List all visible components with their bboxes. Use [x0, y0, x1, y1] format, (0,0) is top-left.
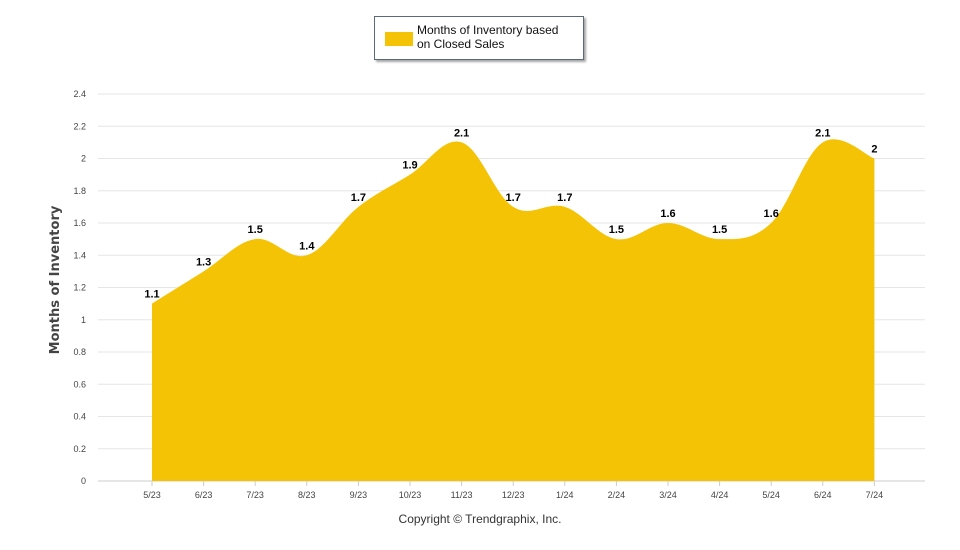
x-tick-label: 4/24	[711, 490, 729, 500]
y-tick-label: 2.4	[73, 89, 86, 99]
y-tick-label: 2	[81, 154, 86, 164]
data-label: 1.5	[248, 224, 263, 236]
data-label: 1.1	[144, 289, 159, 301]
x-tick-label: 10/23	[399, 490, 422, 500]
x-tick-label: 11/23	[451, 490, 473, 500]
y-tick-label: 1.8	[73, 186, 86, 196]
data-label: 1.7	[506, 192, 521, 204]
copyright-footer: Copyright © Trendgraphix, Inc.	[398, 512, 562, 526]
x-tick-label: 12/23	[502, 490, 525, 500]
x-tick-label: 3/24	[659, 490, 677, 500]
x-tick-label: 7/24	[866, 490, 884, 500]
y-tick-label: 0.6	[73, 379, 86, 389]
y-axis: 0 0.2 0.4 0.6 0.8 1 1.2 1.4 1.6 1.8 2 2.2 2.4	[73, 89, 86, 486]
data-label: 1.7	[351, 192, 366, 204]
x-tick-label: 2/24	[608, 490, 626, 500]
legend-label-line-2: on Closed Sales	[417, 37, 505, 51]
data-label: 1.4	[299, 240, 315, 252]
data-label: 2.1	[454, 127, 469, 139]
data-label: 1.5	[609, 224, 624, 236]
data-label: 1.7	[557, 192, 572, 204]
y-tick-label: 0.2	[73, 444, 86, 454]
data-label: 1.6	[660, 208, 675, 220]
y-tick-label: 1.2	[73, 283, 86, 293]
data-label: 1.5	[712, 224, 727, 236]
x-tick-label: 6/23	[195, 490, 213, 500]
data-label: 2.1	[815, 127, 830, 139]
x-axis: 5/23 6/23 7/23 8/23 9/23 10/23 11/23 12/23 1/24 2…	[143, 481, 883, 500]
y-tick-label: 2.2	[73, 121, 86, 131]
data-labels: 1.1 1.3 1.5 1.4 1.7 1.9 2.1 1.7 1.7 1.5 1.6 1.5 1.6 2…	[144, 127, 877, 304]
x-tick-label: 9/23	[350, 490, 368, 500]
data-label: 2	[871, 144, 877, 156]
x-tick-label: 1/24	[556, 490, 574, 500]
x-tick-label: 8/23	[298, 490, 316, 500]
y-tick-label: 1.6	[73, 218, 86, 228]
x-tick-label: 6/24	[814, 490, 832, 500]
area-series	[152, 139, 875, 481]
x-tick-label: 7/23	[246, 490, 264, 500]
y-axis-title: Months of Inventory	[48, 205, 63, 354]
legend-label: Months of Inventory based on Closed Sale…	[417, 23, 582, 51]
data-label: 1.6	[764, 208, 779, 220]
y-tick-label: 0.4	[73, 412, 86, 422]
data-label: 1.9	[402, 160, 417, 172]
y-tick-label: 0	[81, 476, 86, 486]
legend-swatch	[385, 32, 413, 46]
x-tick-label: 5/24	[762, 490, 780, 500]
y-tick-label: 1.4	[73, 250, 86, 260]
data-label: 1.3	[196, 256, 211, 268]
y-tick-label: 1	[81, 315, 86, 325]
legend: Months of Inventory based on Closed Sale…	[374, 16, 584, 60]
legend-label-line-1: Months of Inventory based	[417, 23, 559, 37]
x-tick-label: 5/23	[143, 490, 161, 500]
y-tick-label: 0.8	[73, 347, 86, 357]
area-fill	[152, 139, 875, 481]
